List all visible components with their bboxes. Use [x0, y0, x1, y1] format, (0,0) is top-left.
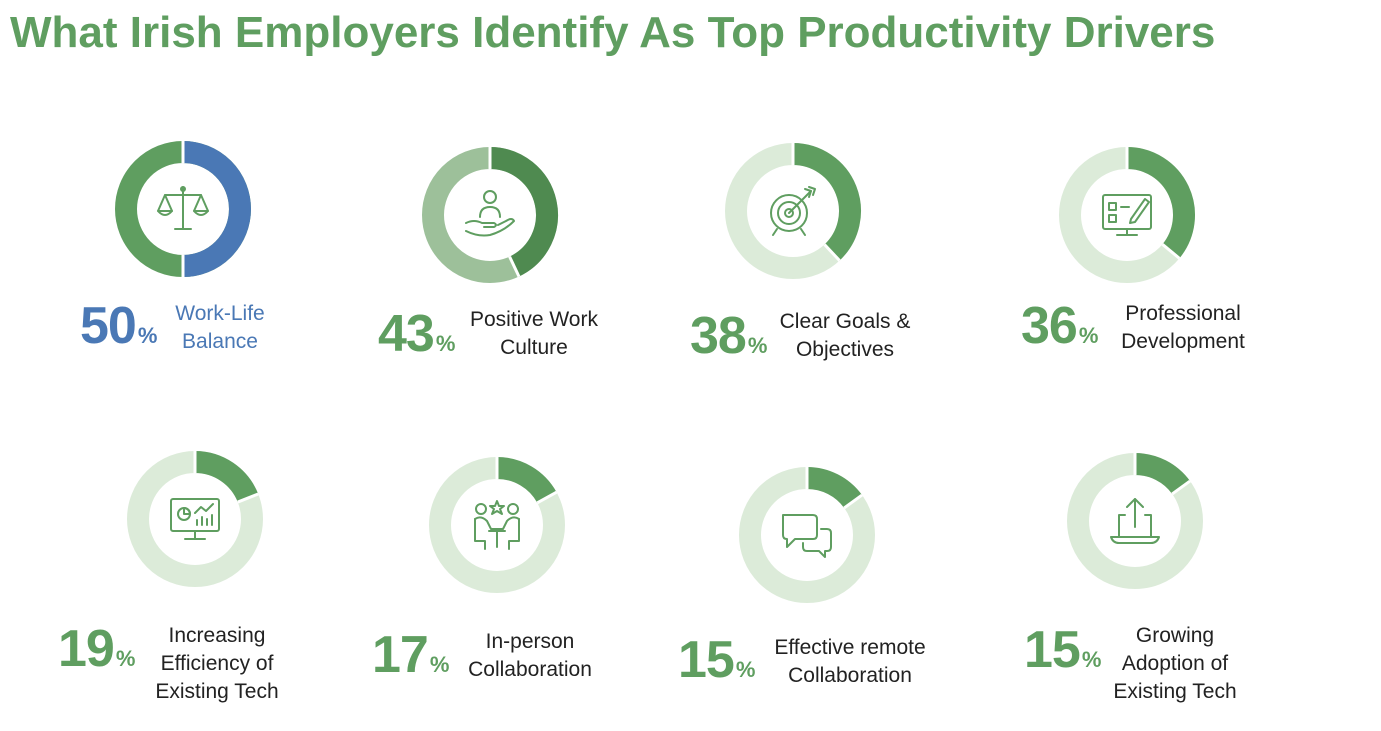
people-meeting-icon — [467, 495, 527, 555]
hand-person-icon — [460, 185, 520, 245]
donut-slice — [194, 451, 259, 503]
driver-label-line: Adoption of — [1121, 652, 1229, 675]
donut-slice — [496, 457, 557, 504]
percent-number: 43 — [378, 305, 435, 363]
driver-label-line: Effective remote — [774, 636, 926, 659]
percent-number: 19 — [58, 620, 115, 678]
driver-label: Growing Adoption of Existing Tech — [1100, 622, 1250, 706]
driver-label: Clear Goals & Objectives — [770, 308, 920, 364]
percent-value: 17% — [372, 629, 449, 681]
donut-slice — [1134, 453, 1191, 495]
driver-label: Increasing Efficiency of Existing Tech — [146, 622, 288, 706]
monitor-edit-icon — [1097, 185, 1157, 245]
percent-sign: % — [137, 323, 158, 348]
driver-label-line: Clear Goals & — [779, 310, 911, 333]
slice-separator — [1161, 243, 1181, 260]
percent-value: 36% — [1021, 300, 1098, 352]
percent-number: 15 — [1024, 621, 1081, 679]
driver-label-line: Existing Tech — [155, 680, 279, 703]
donut-slice — [489, 147, 558, 277]
percent-sign: % — [1081, 647, 1102, 672]
donut-chart — [1058, 146, 1196, 284]
donut-chart — [428, 456, 566, 594]
driver-label-line: Collaboration — [468, 658, 592, 681]
scales-icon — [153, 179, 213, 239]
donut-slice — [792, 143, 861, 261]
donut-chart — [738, 466, 876, 604]
percent-value: 43% — [378, 308, 455, 360]
percent-number: 36 — [1021, 297, 1078, 355]
driver-label: In-person Collaboration — [458, 628, 602, 684]
target-icon — [763, 181, 823, 241]
monitor-chart-icon — [165, 489, 225, 549]
driver-label-line: Culture — [500, 336, 568, 359]
percent-value: 19% — [58, 623, 135, 675]
driver-label-line: Professional — [1125, 302, 1241, 325]
donut-chart — [421, 146, 559, 284]
percent-number: 50 — [80, 297, 137, 355]
percent-sign: % — [747, 333, 768, 358]
upload-tray-icon — [1105, 491, 1165, 551]
driver-label-line: Positive Work — [470, 308, 598, 331]
percent-sign: % — [1078, 323, 1099, 348]
driver-label-line: Development — [1121, 330, 1245, 353]
slice-separator — [508, 255, 521, 278]
driver-label-line: Work-Life — [175, 302, 265, 325]
slice-separator — [1171, 479, 1191, 496]
percent-sign: % — [435, 331, 456, 356]
donut-chart — [724, 142, 862, 280]
donut-slice — [182, 141, 251, 277]
driver-label-line: Collaboration — [788, 664, 912, 687]
donut-chart — [114, 140, 252, 278]
driver-label: Professional Development — [1108, 300, 1258, 356]
donut-slice — [806, 467, 863, 509]
percent-value: 15% — [678, 634, 755, 686]
donut-slice — [1126, 147, 1195, 259]
percent-sign: % — [429, 652, 450, 677]
percent-sign: % — [735, 657, 756, 682]
percent-value: 38% — [690, 310, 767, 362]
slice-separator — [843, 493, 863, 510]
slice-separator — [536, 490, 558, 505]
driver-label: Effective remote Collaboration — [764, 634, 936, 690]
chat-bubbles-icon — [777, 505, 837, 565]
driver-label-line: Balance — [182, 330, 258, 353]
driver-label: Work-Life Balance — [165, 300, 275, 356]
slice-separator — [237, 492, 259, 504]
driver-label: Positive Work Culture — [460, 306, 608, 362]
driver-label-line: Efficiency of — [160, 652, 274, 675]
page-title: What Irish Employers Identify As Top Pro… — [10, 8, 1216, 57]
percent-value: 50% — [80, 300, 157, 352]
donut-chart — [126, 450, 264, 588]
slice-separator — [823, 243, 841, 262]
percent-sign: % — [115, 646, 136, 671]
percent-number: 15 — [678, 631, 735, 689]
driver-label-line: Increasing — [168, 624, 266, 647]
donut-chart — [1066, 452, 1204, 590]
driver-label-line: Growing — [1135, 624, 1215, 647]
percent-number: 17 — [372, 626, 429, 684]
driver-label-line: Objectives — [795, 338, 895, 361]
driver-label-line: In-person — [485, 630, 575, 653]
percent-value: 15% — [1024, 624, 1101, 676]
percent-number: 38 — [690, 307, 747, 365]
driver-label-line: Existing Tech — [1113, 680, 1237, 703]
